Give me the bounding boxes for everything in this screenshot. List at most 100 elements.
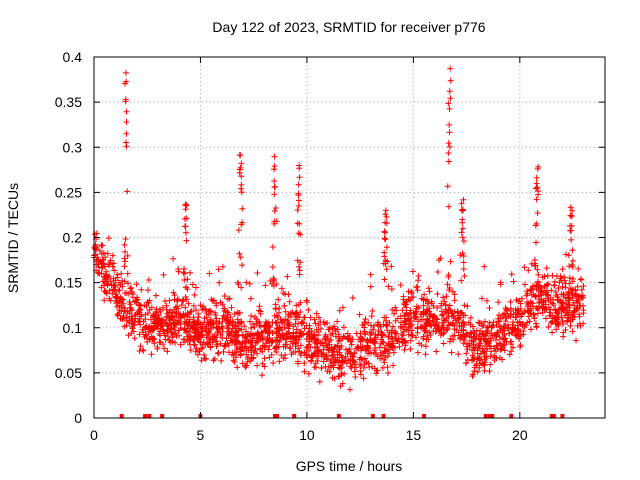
data-point	[490, 319, 497, 326]
data-point	[565, 288, 572, 295]
data-point	[384, 364, 391, 371]
data-point	[528, 326, 535, 333]
data-point	[244, 330, 251, 337]
zero-marker	[551, 414, 556, 418]
data-point	[483, 297, 490, 304]
data-point	[426, 288, 433, 295]
data-point	[271, 191, 278, 198]
data-point	[327, 332, 334, 338]
data-point	[249, 335, 256, 342]
data-point	[417, 324, 424, 331]
data-point	[381, 276, 388, 283]
data-point	[409, 268, 416, 275]
data-point	[476, 357, 483, 364]
data-point	[296, 271, 303, 278]
data-point	[464, 303, 471, 310]
data-point	[428, 300, 435, 307]
data-point	[271, 207, 278, 214]
data-point	[155, 320, 162, 327]
data-point	[534, 310, 541, 317]
data-point	[470, 371, 477, 378]
data-point	[579, 294, 586, 301]
data-point	[98, 284, 105, 291]
data-point	[417, 311, 424, 318]
data-point	[152, 312, 159, 319]
data-point	[569, 207, 576, 214]
plot-border	[93, 56, 606, 419]
data-point	[118, 308, 125, 315]
data-point	[213, 300, 220, 307]
data-point	[274, 319, 281, 326]
data-point	[261, 322, 268, 329]
data-point	[288, 334, 295, 341]
data-point	[577, 275, 584, 282]
data-point	[510, 311, 517, 318]
data-point	[565, 315, 572, 322]
data-point	[311, 316, 318, 323]
data-point	[225, 309, 232, 316]
data-point	[263, 325, 270, 332]
data-point	[194, 317, 201, 324]
data-point	[321, 335, 328, 342]
data-point	[110, 260, 117, 267]
data-point	[282, 308, 289, 315]
data-point	[186, 316, 193, 323]
data-point	[390, 323, 397, 330]
data-point	[206, 307, 213, 314]
data-point	[362, 316, 369, 323]
zero-marker	[370, 414, 375, 418]
data-point	[107, 259, 114, 266]
data-point	[547, 312, 554, 319]
data-point	[384, 322, 391, 329]
data-point	[102, 289, 109, 296]
data-point	[250, 355, 257, 362]
data-point	[240, 347, 247, 354]
data-point	[181, 265, 188, 272]
data-point	[420, 335, 427, 342]
data-point	[449, 332, 456, 339]
data-point	[187, 334, 194, 341]
data-point	[489, 322, 496, 329]
data-point	[273, 344, 280, 351]
data-point	[567, 223, 574, 230]
data-point	[219, 263, 226, 270]
data-point	[201, 355, 208, 362]
data-point	[189, 281, 196, 288]
data-point	[125, 280, 132, 287]
data-point	[552, 306, 559, 313]
data-point	[137, 306, 144, 313]
data-point	[446, 285, 453, 292]
x-tick-label: 10	[299, 427, 315, 443]
data-point	[555, 313, 562, 320]
ticks: 0 0.05 0.1 0.15 0.2 0.25 0.3 0.35 0.4 0 5 10 15 20	[55, 49, 605, 443]
data-point	[220, 348, 227, 355]
data-point	[305, 347, 312, 354]
data-point	[142, 311, 149, 318]
data-point	[94, 269, 101, 276]
data-point	[114, 271, 121, 278]
data-point	[419, 316, 426, 323]
data-point	[459, 225, 466, 232]
data-point	[237, 152, 244, 159]
data-point	[440, 331, 447, 338]
data-point	[116, 287, 123, 294]
data-point	[385, 333, 392, 340]
data-point	[562, 294, 569, 301]
data-point	[499, 356, 506, 363]
y-tick-label: 0.25	[55, 184, 82, 200]
data-point	[360, 336, 367, 343]
data-point	[171, 339, 178, 346]
data-point	[367, 271, 374, 278]
data-point	[238, 262, 245, 269]
data-point	[538, 299, 545, 306]
data-point	[238, 221, 245, 228]
data-point	[534, 184, 541, 191]
data-point	[562, 251, 569, 258]
data-point	[575, 265, 582, 272]
data-point	[122, 69, 129, 76]
data-point	[458, 207, 465, 214]
data-point	[361, 361, 368, 368]
data-point	[468, 357, 475, 364]
data-point	[295, 197, 302, 204]
data-point	[400, 323, 407, 330]
